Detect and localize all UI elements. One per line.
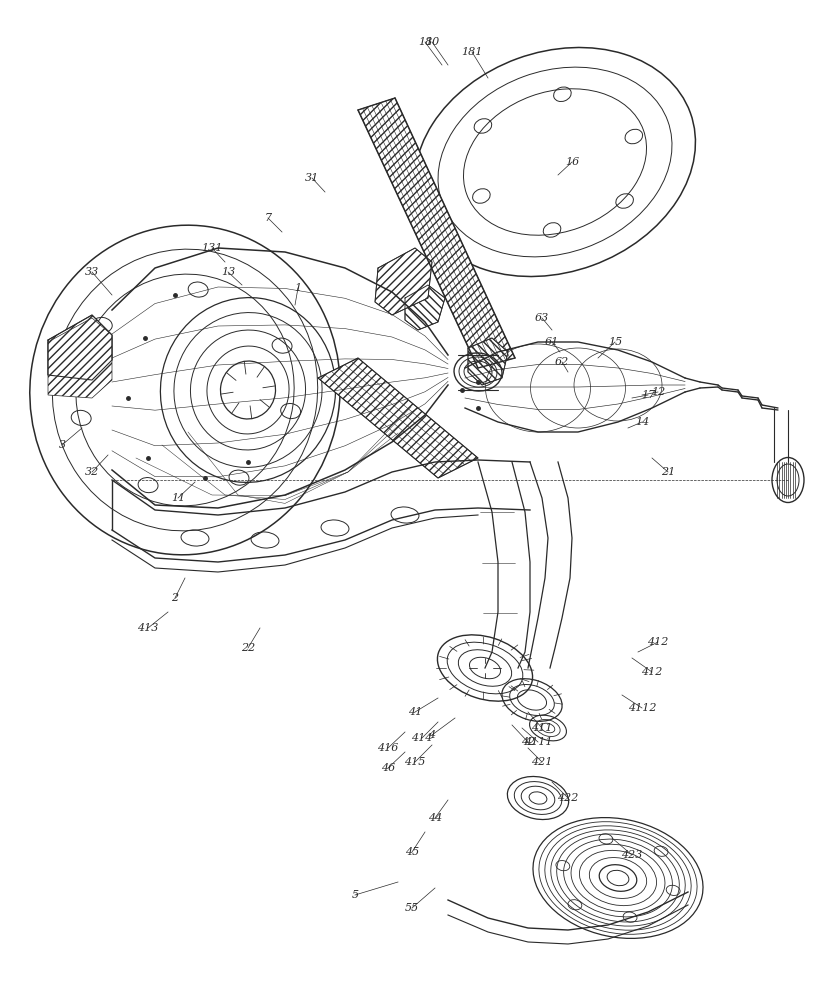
Text: 13: 13 [221, 267, 235, 277]
Text: 4112: 4112 [628, 703, 656, 713]
Text: 17: 17 [641, 390, 655, 400]
Text: 15: 15 [608, 337, 622, 347]
Text: 46: 46 [381, 763, 395, 773]
Text: 31: 31 [305, 173, 319, 183]
Text: 413: 413 [137, 623, 159, 633]
Text: 412: 412 [641, 667, 663, 677]
Text: 4: 4 [429, 730, 435, 740]
Text: 61: 61 [545, 337, 559, 347]
Text: 411: 411 [531, 723, 553, 733]
Text: 14: 14 [635, 417, 649, 427]
Text: 45: 45 [405, 847, 419, 857]
Polygon shape [48, 315, 112, 380]
Text: 7: 7 [264, 213, 271, 223]
Text: 1: 1 [294, 283, 302, 293]
Text: 62: 62 [555, 357, 569, 367]
Text: 22: 22 [241, 643, 255, 653]
Text: 41: 41 [408, 707, 422, 717]
Text: 44: 44 [428, 813, 442, 823]
Text: 10: 10 [425, 37, 439, 47]
Text: 18: 18 [418, 37, 432, 47]
Text: 414: 414 [412, 733, 433, 743]
Text: 42: 42 [521, 737, 535, 747]
Text: 63: 63 [535, 313, 549, 323]
Text: 416: 416 [377, 743, 399, 753]
Polygon shape [375, 248, 432, 315]
Polygon shape [468, 338, 508, 385]
Text: 5: 5 [351, 890, 359, 900]
Text: 421: 421 [531, 757, 553, 767]
Polygon shape [358, 98, 515, 368]
Text: 131: 131 [201, 243, 222, 253]
Polygon shape [318, 358, 478, 478]
Text: 181: 181 [461, 47, 482, 57]
Text: 2: 2 [171, 593, 178, 603]
Text: 4111: 4111 [524, 737, 553, 747]
Text: 12: 12 [651, 387, 665, 397]
Text: 33: 33 [85, 267, 99, 277]
Text: 415: 415 [404, 757, 425, 767]
Text: 16: 16 [565, 157, 579, 167]
Text: 55: 55 [405, 903, 419, 913]
Text: 422: 422 [557, 793, 579, 803]
Text: 11: 11 [171, 493, 185, 503]
Text: 412: 412 [647, 637, 668, 647]
Text: 32: 32 [85, 467, 99, 477]
Polygon shape [48, 318, 112, 398]
Text: 3: 3 [59, 440, 65, 450]
Text: 423: 423 [621, 850, 643, 860]
Text: 21: 21 [661, 467, 675, 477]
Polygon shape [405, 285, 445, 330]
